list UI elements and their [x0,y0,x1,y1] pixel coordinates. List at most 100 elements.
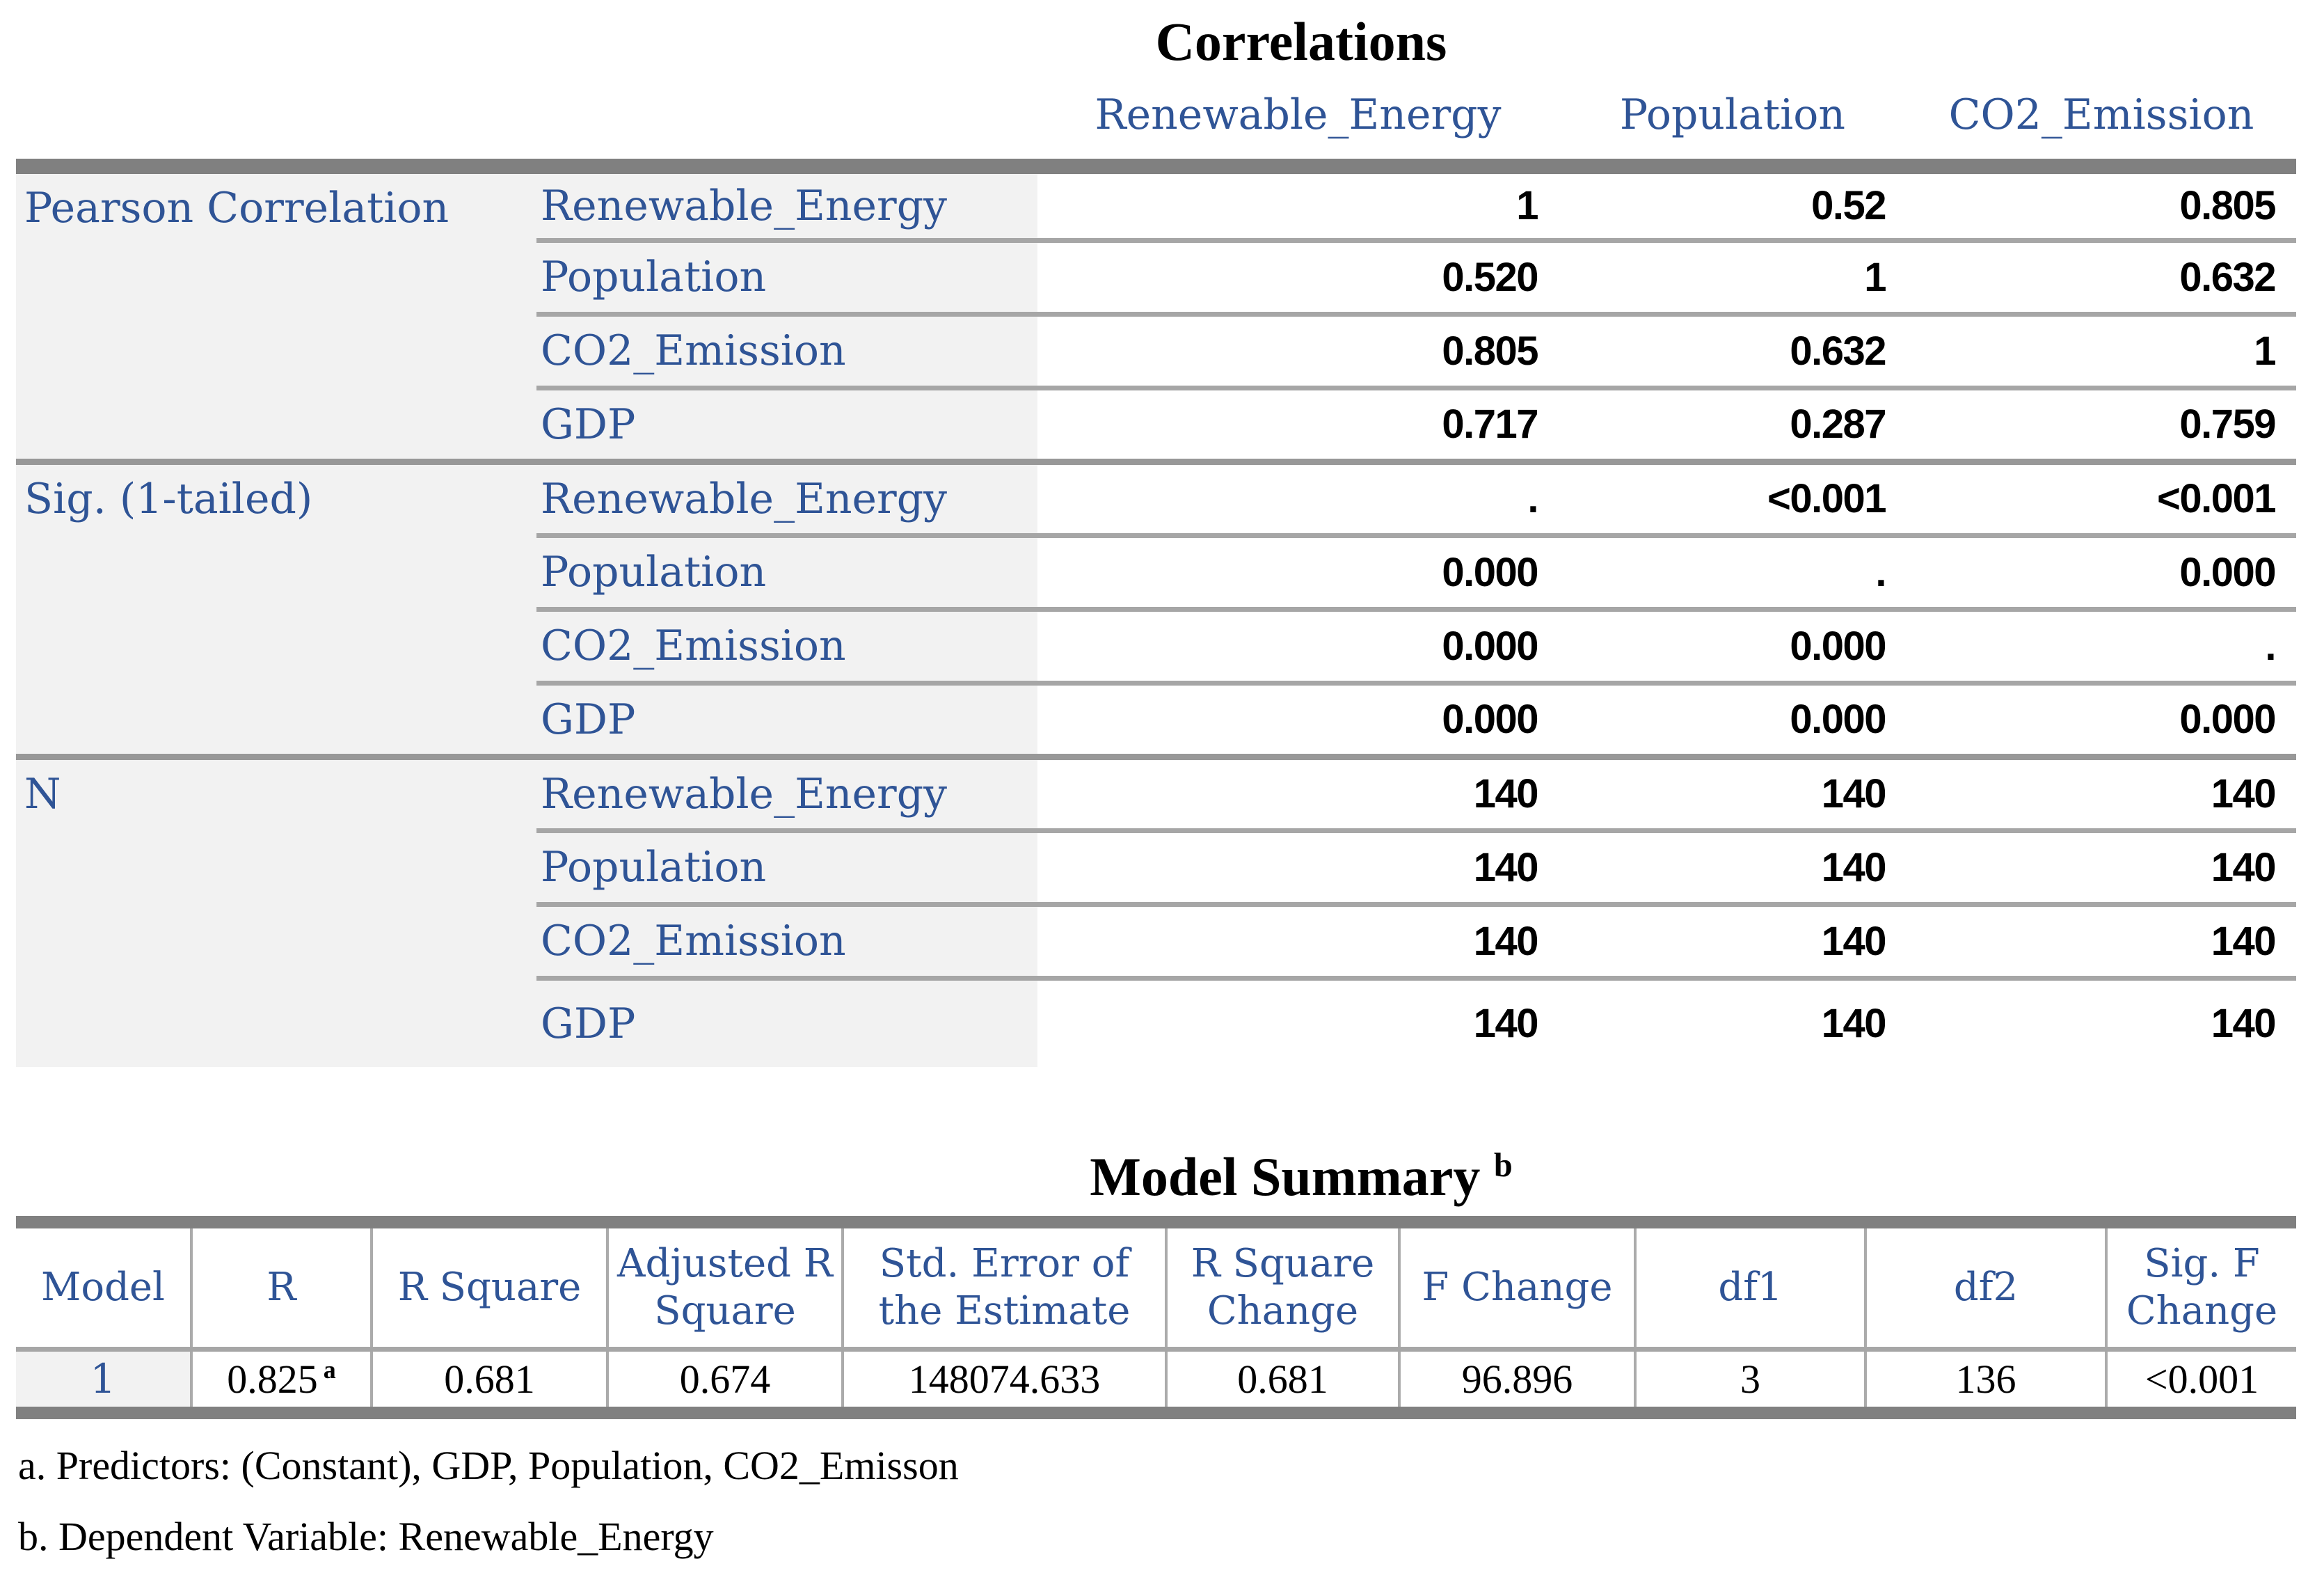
value-r-square-change: 0.681 [1165,1349,1399,1419]
column-header-r: R [190,1216,372,1352]
variable-label: Population [536,830,1037,907]
value-cell: 0.717 [1037,388,1559,461]
table-row: Population 0.520 1 0.632 [16,240,2296,317]
variable-label: GDP [536,978,1037,1067]
value-model: 1 [16,1349,191,1419]
column-header-adjusted-r-square: Adjusted R Square [606,1216,843,1352]
value-cell: . [1907,609,2296,686]
value-r-square: 0.681 [370,1349,607,1419]
column-header-std-error: Std. Error of the Estimate [841,1216,1166,1352]
model-summary-table: Model R R Square Adjusted R Square Std. … [16,1216,2296,1419]
value-f-change: 96.896 [1398,1349,1635,1419]
value-cell: 0.000 [1907,535,2296,612]
value-cell: 140 [1907,978,2296,1067]
value-cell: 140 [1037,904,1559,981]
model-summary-title-superscript: b [1493,1147,1513,1184]
value-cell: 1 [1907,314,2296,390]
value-cell: 140 [1559,904,1907,981]
value-cell: <0.001 [1559,458,1907,538]
table-row: Population 0.000 . 0.000 [16,535,2296,612]
value-cell: 0.000 [1037,683,1559,757]
value-cell: 0.632 [1907,240,2296,317]
value-cell: 140 [1037,753,1559,833]
table-row: N Renewable_Energy 140 140 140 [16,753,2296,1067]
value-cell: 0.52 [1559,166,1907,243]
variable-label: Renewable_Energy [536,458,1037,538]
value-cell: 0.000 [1559,683,1907,757]
value-cell: 140 [1907,904,2296,981]
variable-label: CO2_Emission [536,314,1037,390]
value-cell: . [1559,535,1907,612]
value-adjusted-r-square: 0.674 [606,1349,843,1419]
table-row: Population 140 140 140 [16,830,2296,907]
value-cell: 1 [1559,240,1907,317]
group-label-sig: Sig. (1-tailed) [16,458,536,757]
value-cell: 140 [1907,753,2296,833]
column-header-co2-emission: CO2_Emission [1907,74,2296,174]
value-cell: 140 [1559,830,1907,907]
model-summary-data-row: 1 0.825 a 0.681 0.674 148074.633 0.681 96… [16,1349,2296,1419]
value-cell: 0.759 [1907,388,2296,461]
value-cell: 0.000 [1559,609,1907,686]
value-cell: . [1037,458,1559,538]
value-cell: 0.000 [1037,535,1559,612]
table-row: Pearson Correlation Renewable_Energy 1 0… [16,166,2296,461]
column-header-df1: df1 [1634,1216,1865,1352]
value-cell: 0.000 [1037,609,1559,686]
table-row: CO2_Emission 140 140 140 [16,904,2296,981]
footnote-a: a. Predictors: (Constant), GDP, Populati… [18,1443,959,1488]
variable-label: GDP [536,683,1037,757]
value-cell: 140 [1037,978,1559,1067]
value-sig-f-change: <0.001 [2105,1349,2296,1419]
column-header-population: Population [1559,74,1907,174]
value-cell: 0.287 [1559,388,1907,461]
value-std-error: 148074.633 [841,1349,1166,1419]
model-summary-title-text: Model Summary [1090,1146,1481,1207]
table-row: CO2_Emission 0.805 0.632 1 [16,314,2296,390]
value-df2: 136 [1864,1349,2106,1419]
table-row: GDP 0.717 0.287 0.759 [16,388,2296,461]
value-cell: 0.000 [1907,683,2296,757]
column-header-model: Model [16,1216,191,1352]
value-cell: 0.632 [1559,314,1907,390]
value-cell: 0.805 [1907,166,2296,243]
variable-label: CO2_Emission [536,609,1037,686]
variable-label: Renewable_Energy [536,753,1037,833]
table-row: Sig. (1-tailed) Renewable_Energy . <0.00… [16,458,2296,757]
value-r-superscript: a [323,1356,336,1384]
column-header-sig-f-change: Sig. F Change [2105,1216,2296,1352]
correlations-title: Correlations [1155,11,1447,72]
value-r: 0.825 a [190,1349,372,1419]
value-cell: <0.001 [1907,458,2296,538]
value-cell: 0.520 [1037,240,1559,317]
value-r-number: 0.825 [227,1356,318,1402]
table-row: CO2_Emission 0.000 0.000 . [16,609,2296,686]
table-row: GDP 0.000 0.000 0.000 [16,683,2296,757]
variable-label: Population [536,240,1037,317]
value-cell: 140 [1907,830,2296,907]
footnote-b: b. Dependent Variable: Renewable_Energy [18,1514,714,1559]
column-header-r-square-change: R Square Change [1165,1216,1399,1352]
model-summary-header-row: Model R R Square Adjusted R Square Std. … [16,1216,2296,1352]
correlations-header-row: Renewable_Energy Population CO2_Emission [16,74,2296,174]
model-summary-title: Model Summary b [278,1145,2324,1209]
correlations-table: Renewable_Energy Population CO2_Emission… [16,74,2296,1067]
variable-label: Population [536,535,1037,612]
column-header-df2: df2 [1864,1216,2106,1352]
value-cell: 140 [1559,978,1907,1067]
group-label-n: N [16,753,536,1067]
value-cell: 140 [1559,753,1907,833]
column-header-f-change: F Change [1398,1216,1635,1352]
column-header-r-square: R Square [370,1216,607,1352]
header-spacer [16,74,1037,174]
variable-label: CO2_Emission [536,904,1037,981]
variable-label: Renewable_Energy [536,166,1037,243]
column-header-renewable-energy: Renewable_Energy [1037,74,1559,174]
value-df1: 3 [1634,1349,1865,1419]
table-row: GDP 140 140 140 [16,978,2296,1067]
group-label-pearson: Pearson Correlation [16,166,536,461]
value-cell: 1 [1037,166,1559,243]
value-cell: 0.805 [1037,314,1559,390]
variable-label: GDP [536,388,1037,461]
